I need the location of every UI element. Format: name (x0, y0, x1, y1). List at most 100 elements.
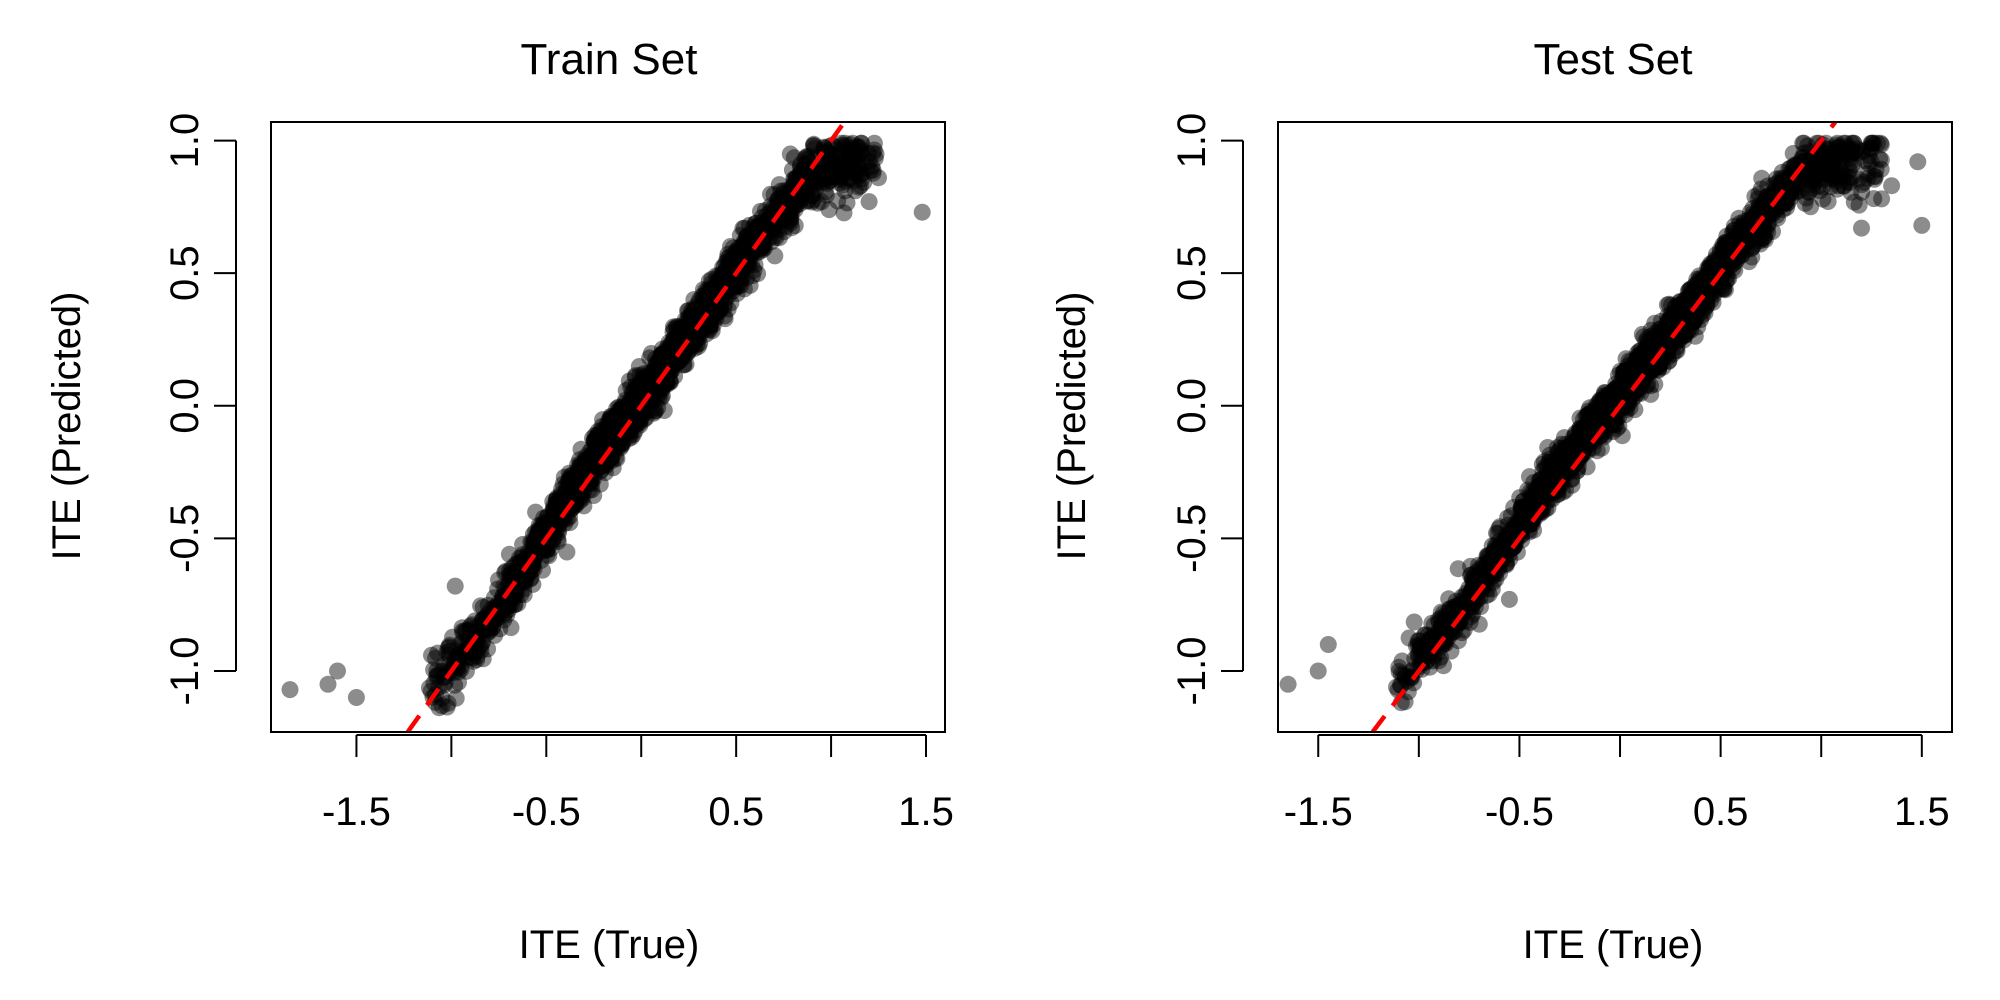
train-data-point (583, 453, 601, 471)
train-data-point (618, 412, 636, 430)
train-data-point (842, 156, 860, 173)
train-data-point (513, 546, 531, 564)
train-data-point (480, 621, 498, 639)
train-data-point (788, 186, 806, 204)
train-data-point (770, 176, 788, 194)
train-data-point (710, 269, 728, 287)
train-data-point (662, 344, 680, 362)
train-data-point (541, 514, 559, 531)
train-data-point (772, 190, 790, 208)
train-data-point (435, 656, 453, 673)
train-data-point (742, 255, 760, 273)
train-data-point (616, 391, 634, 409)
train-data-point (804, 191, 822, 209)
train-x-tick-label: 0.5 (708, 790, 764, 834)
train-data-point (720, 255, 738, 273)
train-data-point (546, 500, 564, 518)
train-data-point (682, 310, 700, 328)
train-data-point (463, 648, 481, 666)
train-data-point (854, 164, 872, 182)
test-data-point (1524, 491, 1542, 509)
train-data-point (734, 247, 752, 265)
train-data-point (644, 375, 661, 393)
train-data-point (468, 647, 486, 665)
train-data-point (329, 662, 346, 680)
train-data-point (444, 628, 462, 646)
train-data-point (816, 183, 834, 201)
train-data-point (850, 158, 868, 176)
train-data-point (533, 517, 551, 535)
train-data-point (767, 229, 785, 246)
train-data-point (623, 393, 641, 410)
train-data-point (663, 338, 681, 356)
train-data-point (589, 422, 607, 440)
train-data-point (805, 169, 823, 187)
train-data-point (678, 321, 696, 339)
train-data-point (455, 648, 472, 666)
train-data-point (438, 643, 456, 661)
train-data-point (612, 401, 630, 419)
train-data-point (606, 428, 624, 446)
train-data-point (623, 403, 640, 421)
train-x-axis-label: ITE (True) (519, 923, 700, 967)
train-data-point (841, 170, 859, 188)
train-data-point (640, 364, 658, 382)
train-data-point (658, 356, 676, 374)
train-data-point (813, 193, 831, 211)
train-data-point (836, 158, 854, 176)
train-data-point (607, 407, 625, 425)
train-data-point (674, 333, 692, 351)
train-data-point (829, 192, 847, 210)
train-data-point (850, 178, 868, 196)
train-data-point (659, 344, 677, 362)
train-data-point (658, 350, 676, 367)
train-data-point (715, 274, 733, 292)
train-data-point (549, 507, 567, 525)
train-data-point (765, 215, 783, 233)
train-data-point (561, 485, 579, 503)
train-data-point (532, 552, 550, 569)
train-data-point (788, 192, 806, 210)
train-data-point (620, 430, 638, 447)
train-data-point (645, 365, 663, 382)
train-data-point (844, 163, 862, 181)
train-data-point (638, 368, 656, 386)
train-data-point (700, 295, 717, 313)
train-data-point (601, 417, 618, 435)
train-data-point (634, 369, 652, 387)
train-data-point (820, 168, 838, 186)
train-x-tick-label: -1.5 (322, 790, 391, 834)
train-data-point (471, 638, 489, 655)
train-data-point (722, 265, 740, 283)
train-data-point (599, 420, 617, 437)
train-data-point (498, 606, 516, 624)
train-y-tick-label: 0.0 (163, 378, 207, 434)
train-data-point (738, 228, 756, 246)
train-data-point (529, 525, 547, 543)
train-data-point (727, 244, 745, 262)
train-data-point (616, 394, 634, 412)
train-data-point (814, 173, 832, 191)
train-data-point (604, 422, 622, 440)
train-data-point (448, 648, 466, 666)
train-data-point (637, 409, 655, 427)
train-data-point (589, 451, 607, 469)
train-data-point (801, 148, 819, 165)
train-data-point (673, 325, 691, 343)
train-data-point (727, 278, 745, 296)
train-data-point (525, 535, 542, 552)
train-data-point (792, 164, 809, 182)
train-data-point (650, 377, 668, 395)
test-y-axis: -1.0 -0.5 0.0 0.5 1.0 (1170, 113, 1244, 705)
test-x-tick-label: 1.5 (1894, 790, 1950, 834)
train-data-point (514, 536, 532, 553)
train-data-point (671, 321, 689, 339)
train-data-point (781, 212, 799, 230)
train-data-point (620, 407, 637, 425)
test-y-axis-label: ITE (Predicted) (1050, 292, 1094, 561)
train-data-point (569, 469, 587, 487)
train-data-point (535, 518, 553, 536)
train-data-point (697, 303, 715, 321)
train-data-point (523, 534, 541, 551)
train-data-point (603, 432, 621, 450)
